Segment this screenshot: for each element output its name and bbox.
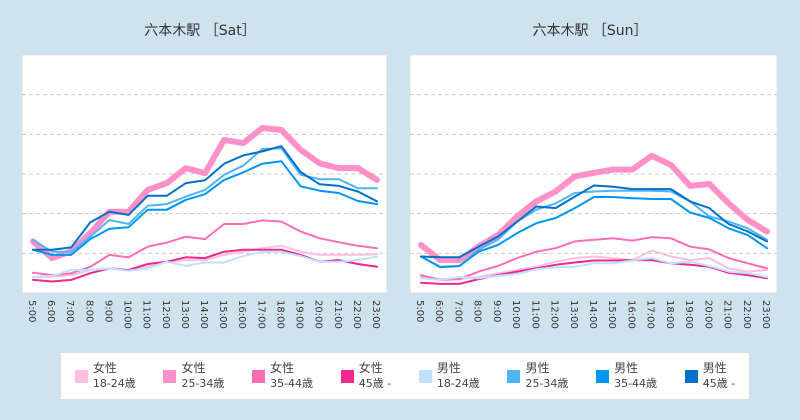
legend-item: 女性 45歳 - <box>340 361 392 391</box>
x-tick-label: 20:00 <box>313 300 324 329</box>
legend: 女性 18-24歳 女性 25-34歳 女性 35-44歳 女性 45歳 - 男性 18-… <box>60 352 750 400</box>
series-line-5 <box>420 189 768 268</box>
legend-swatch <box>74 369 88 383</box>
series-line-4 <box>420 257 768 281</box>
legend-age: 25-34歳 <box>181 377 225 390</box>
legend-age: 18-24歳 <box>436 377 480 390</box>
legend-swatch <box>684 369 698 383</box>
legend-gender: 男性 <box>702 361 727 375</box>
x-tick-label: 15:00 <box>606 300 617 329</box>
legend-swatch <box>252 369 266 383</box>
legend-gender: 男性 <box>525 361 550 375</box>
legend-age: 35-44歳 <box>614 377 658 390</box>
legend-swatch <box>596 369 610 383</box>
x-tick-label: 5:00 <box>26 300 37 322</box>
series-line-2 <box>32 219 378 277</box>
x-tick-label: 11:00 <box>141 300 152 329</box>
x-tick-label: 13:00 <box>179 300 190 329</box>
x-tick-label: 12:00 <box>160 300 171 329</box>
legend-gender: 女性 <box>270 361 295 375</box>
legend-gender: 女性 <box>92 361 117 375</box>
legend-swatch <box>418 369 432 383</box>
x-tick-label: 17:00 <box>255 300 266 329</box>
x-tick-label: 12:00 <box>549 300 560 329</box>
series-line-6 <box>420 196 768 269</box>
x-tick-label: 21:00 <box>722 300 733 329</box>
x-tick-label: 13:00 <box>568 300 579 329</box>
x-tick-label: 9:00 <box>102 300 113 322</box>
series-line-2 <box>420 236 768 281</box>
series-line-4 <box>32 250 378 279</box>
chart-title-sat: 六本木駅 ［Sat］ <box>144 23 256 39</box>
x-tick-label: 5:00 <box>414 300 425 322</box>
legend-gender: 男性 <box>614 361 639 375</box>
chart-panel: 5:00 6:00 7:00 8:00 9:00 10:00 11:00 12:00 13:00… <box>409 54 778 329</box>
series-line-6 <box>32 160 378 256</box>
x-tick-label: 15:00 <box>217 300 228 329</box>
x-tick-label: 17:00 <box>645 300 656 329</box>
x-tick-label: 19:00 <box>294 300 305 329</box>
series-line-7 <box>32 145 378 251</box>
series-line-0 <box>420 249 768 281</box>
x-tick-label: 11:00 <box>529 300 540 329</box>
x-tick-label: 21:00 <box>332 300 343 329</box>
series-line-1 <box>30 125 380 262</box>
x-tick-label: 6:00 <box>433 300 444 322</box>
legend-swatch <box>163 369 177 383</box>
x-tick-label: 10:00 <box>122 300 133 329</box>
legend-age: 25-34歳 <box>525 377 569 390</box>
x-tick-label: 22:00 <box>741 300 752 329</box>
legend-gender: 女性 <box>181 361 206 375</box>
x-tick-label: 16:00 <box>625 300 636 329</box>
x-tick-label: 23:00 <box>760 300 771 329</box>
legend-item: 女性 25-34歳 <box>163 361 224 391</box>
legend-gender: 女性 <box>358 361 383 375</box>
x-tick-label: 19:00 <box>683 300 694 329</box>
x-tick-label: 9:00 <box>491 300 502 322</box>
legend-age: 35-44歳 <box>270 377 314 390</box>
x-tick-label: 6:00 <box>45 300 56 322</box>
x-tick-label: 18:00 <box>664 300 675 329</box>
legend-age: 18-24歳 <box>92 377 136 390</box>
legend-item: 男性 18-24歳 <box>418 361 480 391</box>
legend-swatch <box>507 369 521 383</box>
legend-item: 男性 35-44歳 <box>596 361 657 391</box>
x-tick-label: 18:00 <box>274 300 285 329</box>
x-tick-label: 8:00 <box>472 300 483 322</box>
legend-item: 女性 18-24歳 <box>74 361 136 391</box>
legend-item: 男性 25-34歳 <box>507 361 568 391</box>
x-tick-label: 14:00 <box>198 300 209 329</box>
x-tick-label: 20:00 <box>702 300 713 329</box>
chart-title-sun: 六本木駅 ［Sun］ <box>532 23 648 39</box>
x-tick-label: 7:00 <box>64 300 75 322</box>
x-tick-label: 7:00 <box>452 300 463 322</box>
x-tick-label: 16:00 <box>236 300 247 329</box>
legend-age: 45歳 - <box>358 377 392 390</box>
x-tick-label: 22:00 <box>351 300 362 329</box>
legend-swatch <box>340 369 354 383</box>
x-tick-label: 8:00 <box>83 300 94 322</box>
legend-item: 男性 45歳 - <box>684 361 736 391</box>
legend-item: 女性 35-44歳 <box>252 361 313 391</box>
x-tick-label: 23:00 <box>370 300 381 329</box>
series-line-7 <box>420 184 768 259</box>
legend-gender: 男性 <box>436 361 461 375</box>
x-tick-label: 10:00 <box>510 300 521 329</box>
legend-age: 45歳 - <box>702 377 736 390</box>
series-line-5 <box>32 147 378 253</box>
chart-panel: 5:00 6:00 7:00 8:00 9:00 10:00 11:00 12:00 13:00… <box>21 54 388 329</box>
x-tick-label: 14:00 <box>587 300 598 329</box>
